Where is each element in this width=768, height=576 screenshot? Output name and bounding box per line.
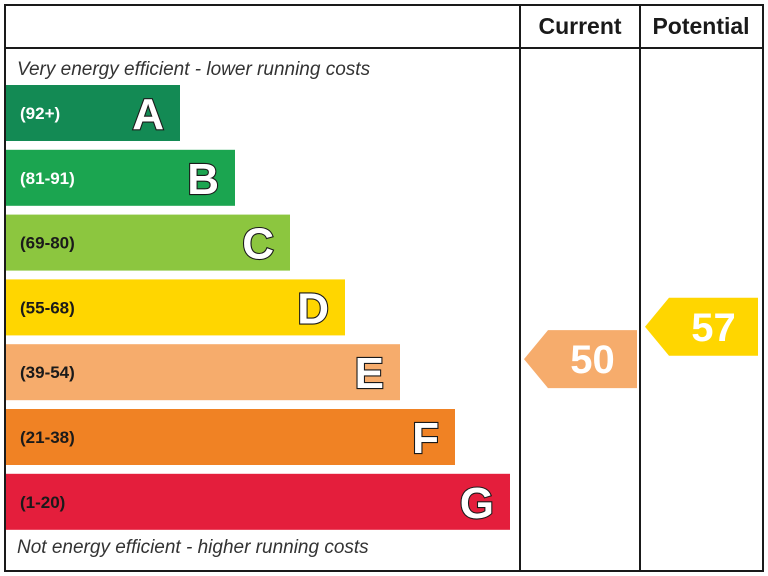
band-g-bar [6, 473, 510, 530]
band-a-range: (92+) [20, 104, 60, 123]
band-d-letter: D [297, 284, 329, 333]
band-e-bar [6, 344, 400, 401]
band-b-bar [6, 149, 235, 206]
band-c-bar [6, 214, 290, 271]
band-c-range: (69-80) [20, 234, 75, 253]
rating-markers: 50 57 [524, 297, 758, 389]
band-b-range: (81-91) [20, 169, 75, 188]
band-d-range: (55-68) [20, 298, 75, 317]
current-column-header: Current [538, 13, 621, 39]
band-g-range: (1-20) [20, 493, 65, 512]
current-rating-value: 50 [570, 338, 615, 382]
band-f-range: (21-38) [20, 428, 75, 447]
band-c-letter: C [242, 220, 274, 269]
band-a-letter: A [132, 90, 164, 139]
band-g-letter: G [460, 479, 494, 528]
bottom-caption: Not energy efficient - higher running co… [17, 537, 369, 558]
band-e-range: (39-54) [20, 363, 75, 382]
current-rating-arrow [524, 330, 637, 389]
band-a-bar [6, 85, 180, 141]
top-caption: Very energy efficient - lower running co… [17, 59, 371, 80]
chart-frame [4, 4, 764, 572]
band-d-bar [6, 279, 345, 336]
rating-bands: (92+) A (81-91) B (69-80) C (55-68) D (39-54) E (2… [6, 85, 510, 530]
band-b-letter: B [187, 155, 219, 204]
potential-rating-arrow [645, 297, 758, 356]
band-f-bar [6, 409, 455, 465]
potential-column-header: Potential [652, 13, 749, 39]
potential-rating-value: 57 [691, 306, 736, 350]
band-e-letter: E [355, 349, 384, 398]
band-f-letter: F [412, 414, 439, 463]
